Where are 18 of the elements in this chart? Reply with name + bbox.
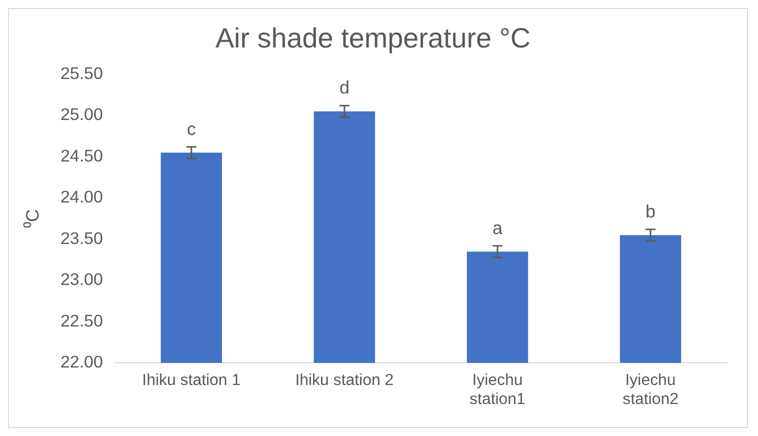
y-tick-label: 22.50 [60, 311, 103, 330]
y-tick-label: 22.00 [60, 352, 103, 372]
y-tick-label: 23.00 [60, 270, 103, 290]
x-tick-label: Ihiku station 1 [142, 372, 241, 389]
y-tick-label: 25.50 [60, 64, 103, 83]
y-tick-label: 25.00 [60, 105, 103, 124]
y-axis-title: ⁰C [22, 209, 43, 228]
x-tick-label: Iyiechu station1 [470, 372, 526, 408]
annotation: c [186, 118, 196, 139]
x-tick-label: Iyiechu station2 [622, 372, 679, 408]
annotation: d [339, 78, 350, 98]
y-tick-label: 23.50 [60, 228, 103, 248]
chart-title: Air shade temperature °C [215, 22, 531, 54]
annotation: b [646, 201, 656, 222]
y-tick-label: 24.50 [60, 146, 103, 166]
annotation: a [492, 218, 502, 238]
x-tick-label: Ihiku station 2 [295, 372, 394, 389]
y-tick-label: 24.00 [60, 188, 103, 207]
